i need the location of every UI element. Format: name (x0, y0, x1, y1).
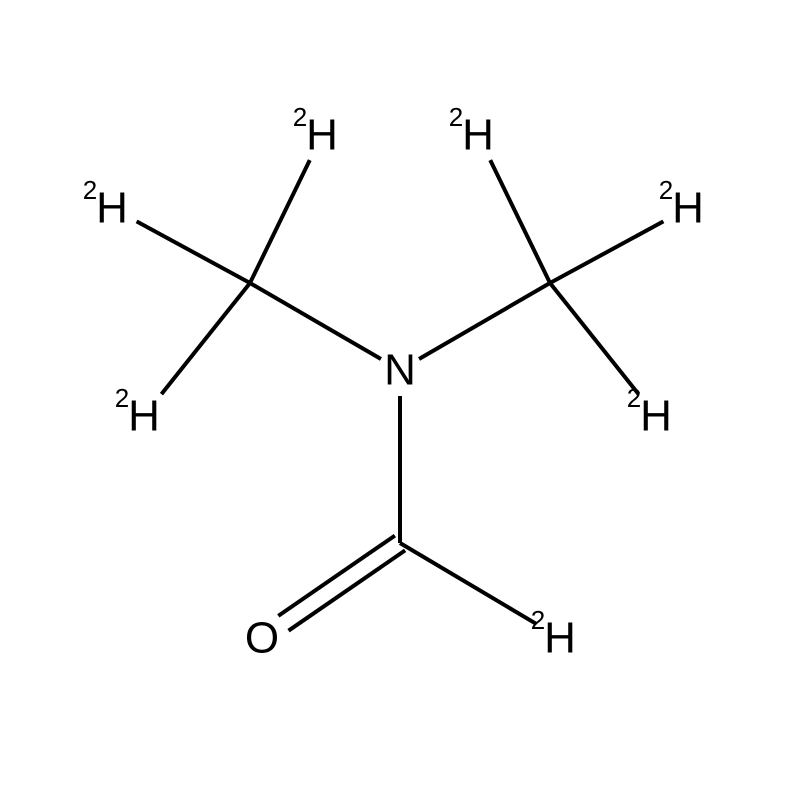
atom-label: H (544, 614, 576, 663)
bond-single (419, 283, 550, 359)
atom-H6: H2 (627, 383, 672, 441)
atom-H2: H2 (293, 102, 338, 160)
bond-single (250, 160, 310, 283)
atom-H5: H2 (659, 175, 704, 233)
atom-label: H (640, 392, 672, 441)
atom-superscript: 2 (627, 383, 641, 413)
bond-single (161, 283, 250, 394)
bonds-group (137, 160, 664, 630)
atom-label: H (96, 184, 128, 233)
atom-label: H (462, 111, 494, 160)
atom-H4: H2 (449, 102, 494, 160)
atom-superscript: 2 (449, 102, 463, 132)
bond-single (250, 283, 381, 359)
atom-O: O (245, 614, 279, 663)
bond-single (137, 221, 250, 283)
bond-single (550, 221, 663, 283)
atom-superscript: 2 (115, 383, 129, 413)
atom-H1: H2 (83, 175, 128, 233)
molecule-diagram: NOH2H2H2H2H2H2H2 (0, 0, 800, 800)
atom-label: O (245, 614, 279, 663)
atoms-group: NOH2H2H2H2H2H2H2 (83, 102, 704, 663)
atom-superscript: 2 (659, 175, 673, 205)
atom-superscript: 2 (83, 175, 97, 205)
atom-superscript: 2 (531, 605, 545, 635)
atom-superscript: 2 (293, 102, 307, 132)
bond-single (490, 160, 550, 283)
atom-label: H (128, 392, 160, 441)
bond-double (289, 550, 406, 630)
atom-label: H (306, 111, 338, 160)
atom-H7: H2 (531, 605, 576, 663)
bond-single (400, 543, 536, 624)
bond-double (278, 536, 395, 616)
atom-label: H (672, 184, 704, 233)
atom-H3: H2 (115, 383, 160, 441)
atom-N: N (384, 346, 416, 395)
atom-label: N (384, 346, 416, 395)
bond-single (550, 283, 639, 394)
